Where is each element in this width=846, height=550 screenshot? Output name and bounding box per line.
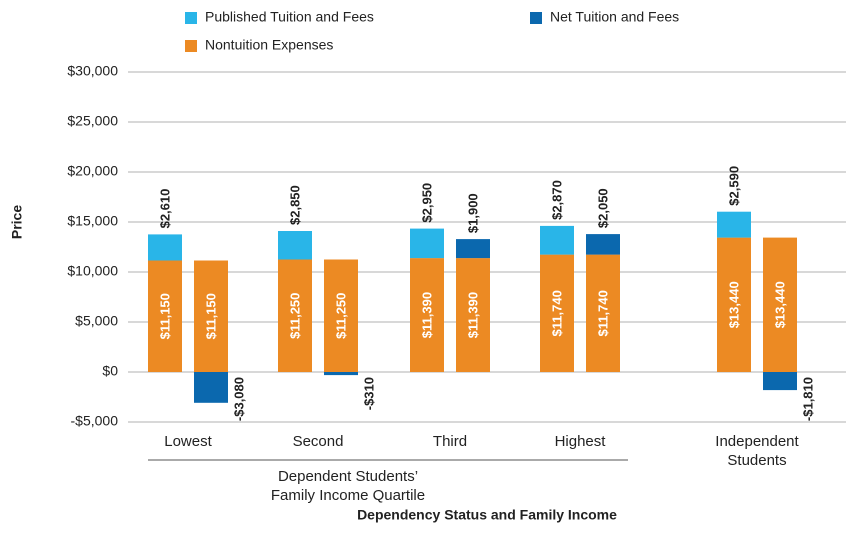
y-tick-label: $25,000 bbox=[67, 113, 118, 129]
x-tick-label: Independent Students bbox=[715, 433, 799, 469]
legend-label: Nontuition Expenses bbox=[205, 37, 333, 53]
bar bbox=[540, 225, 574, 255]
legend-swatch bbox=[185, 12, 197, 24]
bar bbox=[586, 254, 620, 372]
value-label: $2,950 bbox=[419, 183, 434, 223]
x-tick-label: Second bbox=[292, 433, 344, 450]
x-tick-label: Third bbox=[432, 433, 468, 450]
x-axis-label: Dependency Status and Family Income bbox=[357, 507, 617, 523]
bar bbox=[148, 234, 182, 261]
bar bbox=[717, 211, 751, 238]
bar bbox=[278, 259, 312, 372]
value-label: $11,390 bbox=[465, 292, 480, 338]
value-label: $13,440 bbox=[726, 281, 741, 328]
bar bbox=[278, 231, 312, 260]
bar bbox=[194, 372, 228, 403]
y-tick-label: $10,000 bbox=[67, 263, 118, 279]
bar bbox=[456, 239, 490, 259]
y-tick-label: -$5,000 bbox=[71, 413, 119, 429]
bar bbox=[148, 260, 182, 372]
value-label: $2,870 bbox=[549, 180, 564, 220]
value-label: -$3,080 bbox=[231, 377, 246, 421]
bar bbox=[324, 259, 358, 372]
bar bbox=[763, 237, 797, 372]
value-label: -$310 bbox=[361, 377, 376, 410]
y-tick-label: $5,000 bbox=[75, 313, 118, 329]
bar bbox=[717, 237, 751, 372]
legend-label: Published Tuition and Fees bbox=[205, 9, 374, 25]
value-label: $11,390 bbox=[419, 292, 434, 338]
value-label: $11,740 bbox=[595, 290, 610, 336]
group-label: Dependent Students’ Family Income Quarti… bbox=[270, 468, 426, 504]
bar bbox=[324, 372, 358, 376]
value-label: $2,610 bbox=[157, 189, 172, 229]
x-tick-label: Highest bbox=[554, 433, 606, 450]
value-label: $11,250 bbox=[333, 293, 348, 339]
bar bbox=[410, 258, 444, 372]
value-label: $1,900 bbox=[465, 193, 480, 233]
y-tick-label: $15,000 bbox=[67, 213, 118, 229]
y-axis-label: Price bbox=[9, 205, 25, 239]
value-label: $11,150 bbox=[203, 293, 218, 339]
value-label: $2,590 bbox=[726, 166, 741, 206]
legend-label: Net Tuition and Fees bbox=[550, 9, 679, 25]
bar bbox=[763, 372, 797, 391]
value-label: $13,440 bbox=[772, 281, 787, 328]
value-label: $11,150 bbox=[157, 293, 172, 339]
x-tick-label: Lowest bbox=[164, 433, 212, 450]
value-label: $11,740 bbox=[549, 290, 564, 336]
bar bbox=[586, 234, 620, 255]
legend-swatch bbox=[185, 40, 197, 52]
y-tick-label: $0 bbox=[102, 363, 118, 379]
bar bbox=[540, 254, 574, 372]
value-label: $2,050 bbox=[595, 188, 610, 228]
bar bbox=[194, 260, 228, 372]
bar bbox=[410, 228, 444, 259]
legend-swatch bbox=[530, 12, 542, 24]
y-tick-label: $20,000 bbox=[67, 163, 118, 179]
value-label: -$1,810 bbox=[800, 377, 815, 421]
y-tick-label: $30,000 bbox=[67, 63, 118, 79]
value-label: $11,250 bbox=[287, 293, 302, 339]
bar bbox=[456, 258, 490, 372]
value-label: $2,850 bbox=[287, 185, 302, 225]
